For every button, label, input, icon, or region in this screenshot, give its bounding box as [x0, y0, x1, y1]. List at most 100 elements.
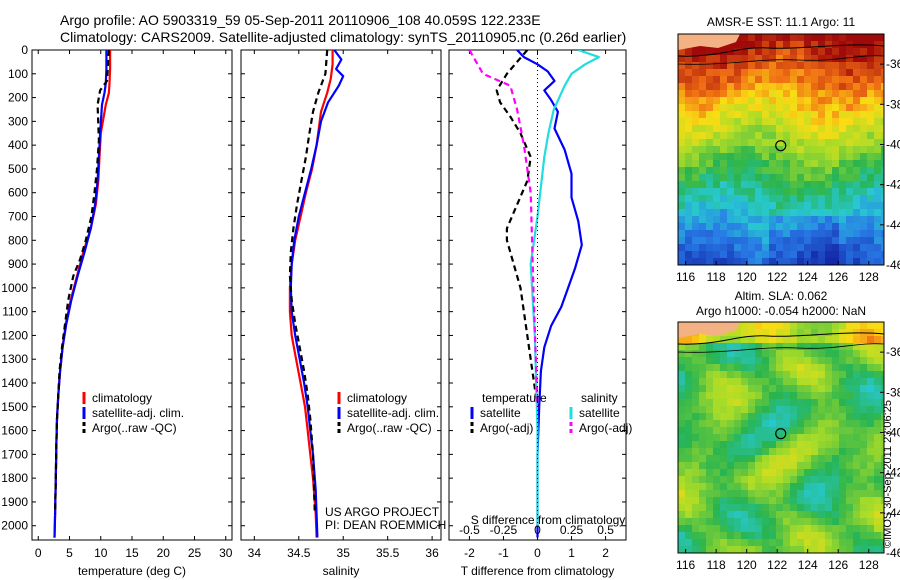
map-cell	[839, 364, 847, 372]
y-tick-label: -42	[886, 178, 900, 192]
map-cell	[867, 546, 875, 553]
map-cell	[741, 525, 749, 533]
map-cell	[860, 118, 868, 126]
map-cell	[797, 455, 805, 463]
map-cell	[706, 427, 714, 435]
map-cell	[748, 462, 756, 470]
map-cell	[685, 76, 693, 84]
map-cell	[776, 532, 784, 540]
map-cell	[741, 111, 749, 119]
map-cell	[727, 153, 735, 161]
map-cell	[720, 139, 728, 147]
map-cell	[762, 420, 770, 428]
map-cell	[881, 420, 884, 428]
map-cell	[699, 455, 707, 463]
header-line1: Argo profile: AO 5903319_59 05-Sep-2011 …	[60, 12, 541, 28]
map-cell	[860, 181, 868, 189]
map-cell	[706, 202, 714, 210]
map-cell	[839, 97, 847, 105]
series-group	[288, 50, 345, 538]
map-cell	[762, 209, 770, 217]
map-cell	[867, 69, 875, 77]
map-cell	[699, 55, 707, 63]
map-cell	[881, 167, 884, 175]
map-cell	[811, 230, 819, 238]
map-cell	[881, 378, 884, 386]
map-cell	[769, 97, 777, 105]
map-cell	[874, 160, 882, 168]
map-cell	[692, 132, 700, 140]
map-cell	[811, 97, 819, 105]
map-cell	[818, 55, 826, 63]
map-cell	[713, 202, 721, 210]
map-cell	[839, 41, 847, 49]
map-cell	[846, 181, 854, 189]
map-cell	[748, 258, 756, 265]
map-cell	[804, 364, 812, 372]
map-cell	[769, 62, 777, 70]
map-cell	[818, 525, 826, 533]
map-cell	[797, 329, 805, 337]
map-cell	[783, 153, 791, 161]
map-cell	[881, 357, 884, 365]
map-cell	[762, 434, 770, 442]
map-cell	[797, 76, 805, 84]
map-cell	[804, 420, 812, 428]
map-cell	[832, 364, 840, 372]
map-cell	[839, 406, 847, 414]
map-cell	[713, 441, 721, 449]
map-cell	[678, 350, 686, 358]
map-cell	[685, 371, 693, 379]
map-cell	[797, 202, 805, 210]
map-cell	[790, 118, 798, 126]
map-cell	[797, 385, 805, 393]
map-cell	[867, 97, 875, 105]
map-cell	[832, 350, 840, 358]
map-cell	[818, 448, 826, 456]
map-cell	[769, 258, 777, 265]
map-cell	[853, 188, 861, 196]
map-cell	[720, 181, 728, 189]
map-cell	[804, 139, 812, 147]
map-cell	[678, 202, 686, 210]
map-cell	[741, 469, 749, 477]
map-cell	[825, 195, 833, 203]
map-cell	[825, 55, 833, 63]
map-cell	[860, 146, 868, 154]
map-cell	[748, 399, 756, 407]
map-cell	[853, 167, 861, 175]
map-cell	[874, 427, 882, 435]
map-cell	[692, 160, 700, 168]
map-cell	[860, 483, 868, 491]
map-cell	[755, 237, 763, 245]
map-cell	[713, 55, 721, 63]
map-cell	[874, 111, 882, 119]
map-cell	[832, 237, 840, 245]
map-cell	[811, 441, 819, 449]
map-cell	[685, 518, 693, 526]
map-cell	[685, 399, 693, 407]
map-cell	[748, 181, 756, 189]
map-cell	[776, 329, 784, 337]
map-cell	[727, 209, 735, 217]
map-cell	[797, 237, 805, 245]
map-cell	[860, 539, 868, 547]
map-cell	[811, 188, 819, 196]
map-cell	[846, 322, 854, 330]
map-cell	[867, 490, 875, 498]
map-cell	[818, 202, 826, 210]
map-cell	[783, 83, 791, 91]
map-cell	[804, 448, 812, 456]
map-cell	[755, 167, 763, 175]
map-cell	[727, 139, 735, 147]
map-cell	[755, 139, 763, 147]
map-cell	[762, 371, 770, 379]
map-cell	[678, 427, 686, 435]
map-cell	[741, 483, 749, 491]
map-cell	[755, 104, 763, 112]
map-cell	[692, 490, 700, 498]
map-cell	[685, 195, 693, 203]
map-cell	[874, 83, 882, 91]
map-cell	[783, 125, 791, 133]
map-cell	[769, 539, 777, 547]
